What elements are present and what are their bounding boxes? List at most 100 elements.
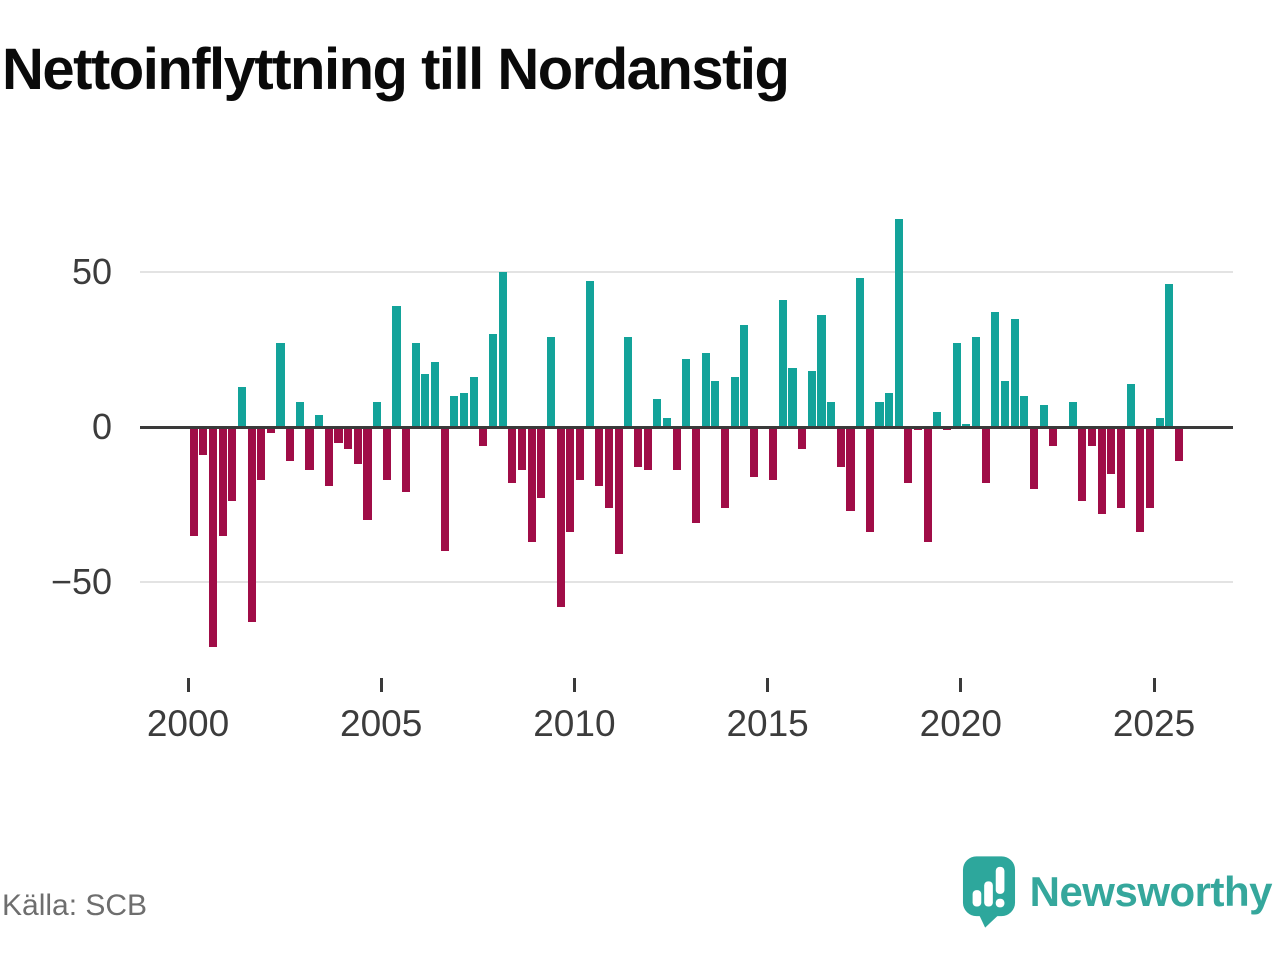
bar-2021-Q4 (1029, 427, 1039, 489)
bar-2022-Q1 (1039, 405, 1048, 427)
bar-2008-Q1 (498, 272, 507, 427)
bar-2014-Q1 (730, 377, 739, 427)
bar-2007-Q3 (479, 427, 488, 446)
bar-2025-Q2 (1165, 284, 1174, 427)
y-axis-label-0: 0 (91, 406, 112, 447)
y-axis-label--50: −50 (50, 561, 112, 602)
x-axis-label-2015: 2015 (726, 703, 809, 744)
bar-2004-Q4 (373, 402, 382, 427)
bar-2019-Q3 (943, 427, 952, 431)
x-tick-2000 (186, 678, 190, 692)
bar-2007-Q2 (469, 377, 478, 427)
bar-2011-Q1 (614, 427, 623, 555)
bar-2003-Q1 (305, 427, 314, 471)
bar-2001-Q2 (237, 386, 246, 427)
bar-2005-Q1 (382, 427, 391, 480)
gridline--50 (140, 581, 1233, 583)
bar-2022-Q2 (1049, 427, 1058, 446)
bar-2024-Q4 (1145, 427, 1154, 508)
bar-2014-Q3 (749, 427, 758, 477)
bar-2016-Q2 (817, 315, 826, 427)
bar-2011-Q3 (633, 427, 643, 468)
bar-2023-Q4 (1107, 427, 1116, 474)
x-tick-2005 (379, 678, 383, 692)
bar-2013-Q3 (711, 380, 720, 427)
bar-2008-Q4 (527, 427, 536, 542)
bar-2005-Q3 (402, 427, 411, 493)
bar-2020-Q3 (981, 427, 990, 483)
bar-2023-Q3 (1097, 427, 1106, 514)
x-axis-label-2020: 2020 (919, 703, 1002, 744)
bar-2003-Q2 (315, 414, 324, 427)
bar-2004-Q1 (344, 427, 353, 449)
bar-2021-Q3 (1020, 396, 1029, 427)
bar-2010-Q4 (604, 427, 614, 508)
bar-2001-Q3 (247, 427, 256, 623)
bar-2000-Q1 (189, 427, 198, 536)
bar-2022-Q4 (1068, 402, 1077, 427)
bar-2017-Q1 (846, 427, 855, 511)
bar-2021-Q1 (1000, 380, 1010, 427)
newsworthy-bubble-icon (962, 856, 1015, 928)
bar-2002-Q4 (295, 402, 304, 427)
bar-2019-Q2 (933, 411, 942, 427)
x-tick-2020 (959, 678, 963, 692)
bar-2009-Q4 (566, 427, 575, 533)
bar-2025-Q1 (1155, 417, 1164, 427)
bar-2020-Q2 (972, 337, 981, 427)
x-tick-2025 (1152, 678, 1156, 692)
x-tick-2010 (572, 678, 576, 692)
bar-2001-Q1 (228, 427, 237, 502)
bar-2004-Q3 (363, 427, 372, 520)
bar-2024-Q1 (1116, 427, 1126, 508)
bar-2013-Q1 (691, 427, 700, 524)
x-tick-2015 (766, 678, 770, 692)
bar-2016-Q1 (807, 371, 816, 427)
bar-2016-Q3 (827, 402, 836, 427)
bar-2001-Q4 (257, 427, 266, 480)
bar-2015-Q1 (769, 427, 778, 480)
y-axis-label-50: 50 (71, 251, 112, 292)
bar-2000-Q2 (199, 427, 208, 455)
bar-2012-Q4 (682, 358, 691, 427)
bar-2005-Q2 (392, 306, 401, 427)
newsworthy-wordmark: Newsworthy (1029, 868, 1273, 915)
bar-2015-Q2 (778, 299, 787, 427)
x-axis-label-2005: 2005 (340, 703, 423, 744)
bar-2015-Q3 (788, 368, 797, 427)
bar-2019-Q1 (923, 427, 932, 542)
bar-2017-Q3 (865, 427, 874, 533)
bar-2009-Q1 (537, 427, 546, 499)
bar-2002-Q2 (276, 343, 285, 427)
newsworthy-logo: Newsworthy (962, 855, 1273, 929)
bar-2017-Q4 (875, 402, 884, 427)
bar-2019-Q4 (952, 343, 961, 427)
bar-2017-Q2 (856, 278, 865, 427)
x-axis-label-2010: 2010 (533, 703, 616, 744)
bar-2005-Q4 (411, 343, 420, 427)
bar-2023-Q2 (1087, 427, 1097, 446)
bar-2011-Q2 (624, 337, 633, 427)
bar-2012-Q2 (662, 417, 671, 427)
bar-2018-Q1 (885, 392, 894, 427)
bar-2002-Q3 (286, 427, 295, 462)
bar-2013-Q4 (720, 427, 729, 508)
source-label: Källa: SCB (2, 889, 148, 922)
gridline-50 (140, 271, 1233, 273)
bar-2010-Q2 (585, 281, 594, 427)
bar-2016-Q4 (836, 427, 845, 468)
bar-2013-Q2 (701, 352, 710, 427)
bar-2006-Q2 (431, 361, 440, 427)
bar-2010-Q1 (575, 427, 585, 480)
bar-2018-Q4 (914, 427, 923, 431)
bar-2020-Q4 (991, 312, 1000, 427)
bar-2020-Q1 (962, 423, 971, 427)
bar-2006-Q3 (440, 427, 449, 551)
bar-2003-Q4 (334, 427, 343, 443)
bar-2003-Q3 (324, 427, 333, 486)
bar-2011-Q4 (643, 427, 652, 471)
bar-2002-Q1 (266, 427, 275, 434)
chart-title: Nettoinflyttning till Nordanstig (2, 37, 790, 102)
bar-2025-Q3 (1174, 427, 1183, 462)
